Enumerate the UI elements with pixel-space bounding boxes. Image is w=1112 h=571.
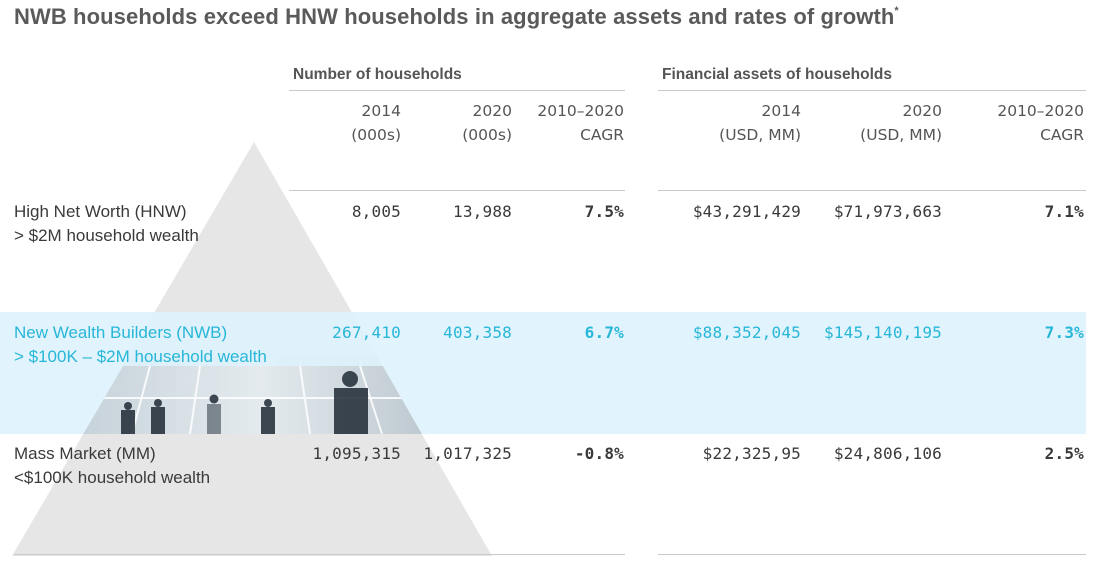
cell-households-cagr: 6.7% bbox=[584, 323, 624, 342]
col-header-households-cagr: 2010–2020 CAGR bbox=[537, 102, 624, 144]
cell-households-cagr: -0.8% bbox=[574, 444, 624, 463]
cell-assets-cagr: 2.5% bbox=[1044, 444, 1084, 463]
cell-assets-2020: $24,806,106 bbox=[833, 444, 942, 463]
cell-households-2014: 1,095,315 bbox=[312, 444, 401, 463]
row-rule bbox=[289, 190, 625, 191]
cell-assets-2020: $145,140,195 bbox=[824, 323, 942, 342]
cell-households-2014: 8,005 bbox=[351, 202, 401, 221]
col-header-households-2020: 2020 (000s) bbox=[462, 102, 512, 144]
cell-assets-2014: $88,352,045 bbox=[692, 323, 801, 342]
group-rule-households bbox=[289, 90, 625, 91]
col-header-assets-2020: 2020 (USD, MM) bbox=[860, 102, 942, 144]
col-header-assets-cagr: 2010–2020 CAGR bbox=[997, 102, 1084, 144]
group-header-assets: Financial assets of households bbox=[662, 66, 892, 83]
row-rule bbox=[658, 554, 1086, 555]
row-sublabel: > $2M household wealth bbox=[14, 226, 199, 245]
row-sublabel: <$100K household wealth bbox=[14, 468, 211, 487]
cell-assets-cagr: 7.1% bbox=[1044, 202, 1084, 221]
col-header-assets-2014: 2014 (USD, MM) bbox=[719, 102, 801, 144]
cell-assets-2020: $71,973,663 bbox=[833, 202, 942, 221]
cell-households-2020: 13,988 bbox=[453, 202, 512, 221]
cell-households-2020: 1,017,325 bbox=[423, 444, 512, 463]
col-header-households-2014: 2014 (000s) bbox=[351, 102, 401, 144]
row-rule bbox=[658, 190, 1086, 191]
group-header-households: Number of households bbox=[293, 66, 462, 83]
chart-title: NWB households exceed HNW households in … bbox=[14, 4, 899, 29]
row-label: High Net Worth (HNW) bbox=[14, 202, 187, 221]
cell-assets-2014: $22,325,95 bbox=[702, 444, 801, 463]
cell-assets-2014: $43,291,429 bbox=[692, 202, 801, 221]
row-label: New Wealth Builders (NWB) bbox=[14, 323, 228, 342]
cell-households-2020: 403,358 bbox=[443, 323, 512, 342]
cell-assets-cagr: 7.3% bbox=[1044, 323, 1084, 342]
row-rule bbox=[14, 554, 625, 555]
cell-households-cagr: 7.5% bbox=[584, 202, 624, 221]
cell-households-2014: 267,410 bbox=[332, 323, 401, 342]
row-label: Mass Market (MM) bbox=[14, 444, 156, 463]
group-rule-assets bbox=[658, 90, 1086, 91]
row-sublabel: > $100K – $2M household wealth bbox=[14, 347, 267, 366]
